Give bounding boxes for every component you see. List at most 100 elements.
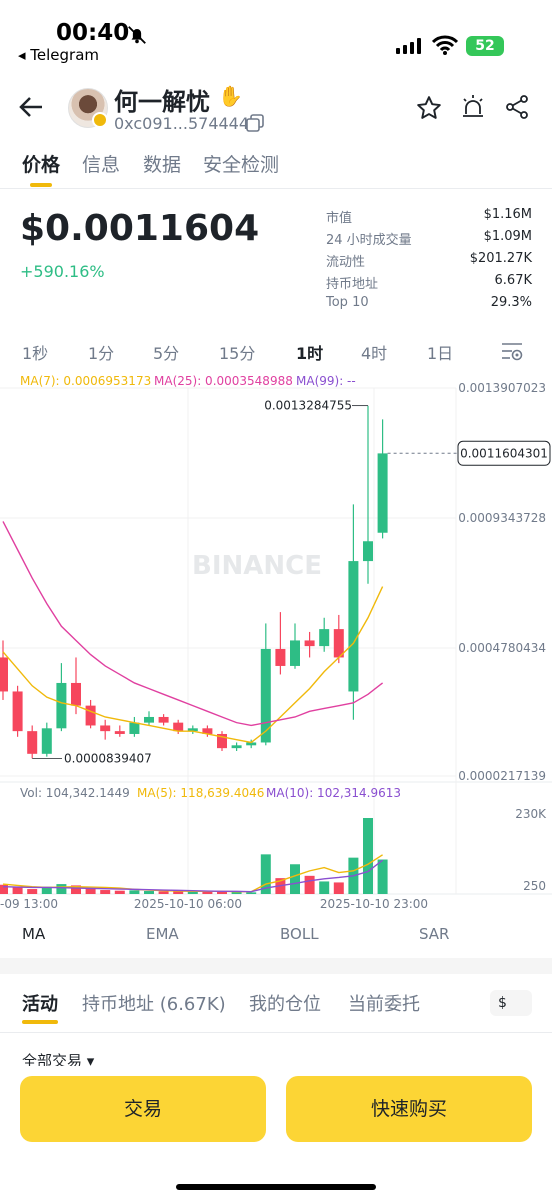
tab-underline: [30, 183, 52, 187]
candle-body: [290, 640, 300, 666]
candle-body: [41, 728, 52, 754]
candle-body: [173, 722, 184, 732]
stat-value: $201.27K: [469, 251, 532, 266]
candle-body: [71, 682, 81, 706]
candle-body: [202, 728, 213, 734]
tab-security[interactable]: 安全检测: [203, 154, 280, 176]
vol-ma5-legend: MA(5): 118,639.4046: [137, 786, 265, 800]
indicator-ma[interactable]: MA: [22, 925, 46, 943]
candle-body: [275, 648, 286, 666]
wifi-icon: [432, 35, 458, 55]
vol-tick-label: 250: [523, 879, 546, 893]
volume-bar: [144, 891, 154, 894]
volume-bar: [246, 892, 257, 894]
interval-tab[interactable]: 15分: [219, 344, 256, 363]
tab-price[interactable]: 价格: [22, 154, 61, 176]
tab-my-positions[interactable]: 我的仓位: [249, 994, 321, 1015]
candle-body: [27, 731, 38, 754]
interval-tab[interactable]: 1秒: [22, 344, 49, 363]
token-address: 0xc091...574444: [114, 114, 250, 133]
back-arrow-icon[interactable]: [18, 94, 44, 120]
volume-bar: [260, 854, 271, 894]
volume-bar: [304, 875, 315, 894]
indicator-ema[interactable]: EMA: [146, 925, 179, 943]
tab-info[interactable]: 信息: [82, 154, 121, 176]
indicator-sar[interactable]: SAR: [419, 925, 450, 943]
copy-icon[interactable]: [246, 114, 264, 132]
vol-ma10-legend: MA(10): 102,314.9613: [266, 786, 402, 800]
volume-bar: [129, 890, 140, 894]
volume-bar: [333, 882, 344, 894]
candle-body: [304, 640, 315, 647]
candle-body: [114, 731, 125, 734]
price-alert-icon[interactable]: [460, 94, 486, 120]
candle-body: [231, 745, 242, 749]
volume-bar: [0, 884, 8, 894]
volume-bar: [173, 891, 184, 894]
candle-body: [217, 733, 227, 749]
stat-value: 6.67K: [494, 273, 532, 288]
ma25-line: [2, 521, 384, 727]
interval-tab[interactable]: 1分: [88, 344, 115, 363]
volume-bar: [85, 888, 96, 894]
interval-tab[interactable]: 1日: [427, 344, 454, 363]
section-gap: [0, 958, 552, 974]
candle-body: [333, 629, 344, 658]
wave-hand-icon: ✋: [218, 84, 243, 108]
ma99-legend: MA(99): --: [296, 374, 356, 388]
all-trades-filter[interactable]: 全部交易 ▾: [22, 1052, 95, 1070]
candle-body: [246, 742, 257, 746]
vol-tick-label: 230K: [515, 807, 547, 821]
candlestick-chart[interactable]: BINANCE 0.0013907023 0.0009343728 0.0004780…: [0, 364, 552, 912]
interval-tab[interactable]: 4时: [361, 344, 388, 363]
token-name: 何一解忧: [114, 88, 210, 116]
binance-watermark: BINANCE: [192, 551, 322, 581]
ma25-legend: MA(25): 0.0003548988: [154, 374, 293, 388]
divider: [0, 1032, 552, 1033]
stat-label: 持币地址: [326, 277, 379, 292]
tab-activity[interactable]: 活动: [22, 994, 58, 1015]
stat-value: $1.09M: [483, 229, 532, 244]
ma7-line: [2, 586, 384, 744]
x-tick-label: 2025-10-10 06:00: [134, 897, 242, 911]
volume-bar: [319, 881, 330, 894]
volume-bar: [217, 891, 227, 894]
stat-label: 24 小时成交量: [326, 233, 412, 248]
candle-body: [187, 728, 198, 732]
chart-settings-icon[interactable]: [500, 340, 524, 362]
candle-body: [158, 716, 169, 723]
stat-value: $1.16M: [483, 207, 532, 222]
back-to-telegram[interactable]: ◂ Telegram: [18, 46, 100, 64]
quick-buy-button[interactable]: 快速购买: [286, 1076, 532, 1142]
candle-body: [348, 561, 359, 692]
trade-button[interactable]: 交易: [20, 1076, 266, 1142]
candle-body: [56, 682, 67, 729]
interval-tab[interactable]: 5分: [153, 344, 180, 363]
current-price-box: [457, 440, 551, 466]
currency-toggle[interactable]: $: [490, 990, 532, 1016]
volume-bar: [27, 889, 38, 894]
favorite-star-icon[interactable]: [416, 95, 442, 121]
share-icon[interactable]: [504, 94, 530, 120]
indicator-boll[interactable]: BOLL: [280, 925, 319, 943]
interval-tab[interactable]: 1时: [296, 344, 324, 363]
tab-open-orders[interactable]: 当前委托: [348, 994, 420, 1015]
volume-bar: [187, 891, 198, 894]
ma7-legend: MA(7): 0.0006953173: [20, 374, 152, 388]
x-tick-label: -09 13:00: [0, 897, 58, 911]
candle-body: [260, 648, 271, 743]
candle-body: [144, 716, 154, 723]
stat-value: 29.3%: [490, 295, 532, 310]
candle-body: [319, 629, 330, 647]
current-price-label: 0.0011604301: [460, 446, 548, 460]
tab-data[interactable]: 数据: [143, 154, 182, 176]
status-time: 00:40: [56, 20, 130, 46]
volume-bar: [363, 818, 373, 894]
candle-body: [12, 691, 23, 732]
tab-holders[interactable]: 持币地址 (6.67K): [82, 994, 226, 1015]
volume-bar: [56, 884, 67, 894]
x-tick-label: 2025-10-10 23:00: [320, 897, 428, 911]
candle-body: [100, 725, 111, 732]
vol-ma10-line: [2, 859, 384, 893]
volume-bar: [41, 886, 52, 894]
